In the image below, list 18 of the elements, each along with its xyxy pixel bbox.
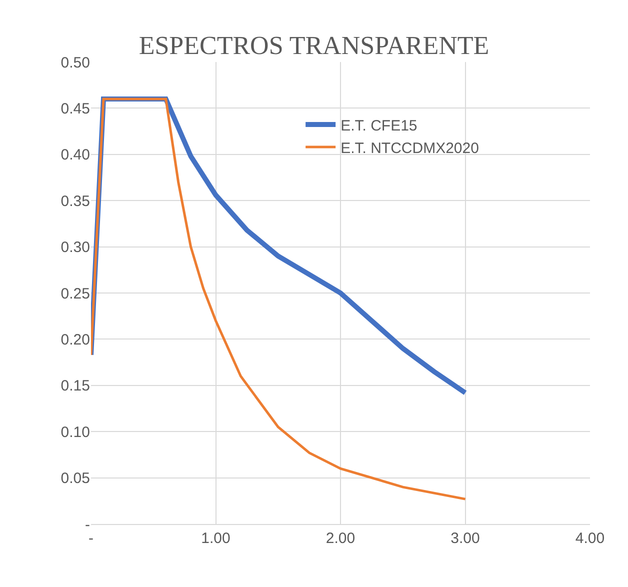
y-tick-label: 0.40: [60, 146, 90, 164]
legend-label: E.T. CFE15: [340, 117, 418, 134]
chart-title: ESPECTROS TRANSPARENTE: [138, 31, 490, 60]
y-tick-label: 0.15: [60, 378, 90, 395]
y-tick-label: 0.30: [60, 239, 90, 256]
y-tick-label: 0.20: [60, 331, 90, 348]
x-tick-label: 2.00: [326, 530, 356, 547]
x-tick-label: 4.00: [575, 530, 605, 547]
y-tick-label: 0.35: [60, 192, 90, 210]
y-tick-label: 0.10: [60, 424, 90, 441]
y-tick-label: 0.05: [60, 470, 90, 488]
y-tick-label: 0.25: [60, 285, 90, 302]
x-tick-label: 1.00: [201, 530, 230, 547]
y-tick-label: 0.50: [60, 54, 90, 72]
x-tick-label: 3.00: [450, 530, 480, 547]
y-tick-label: 0.45: [60, 100, 90, 118]
legend-label: E.T. NTCCDMX2020: [340, 140, 479, 157]
y-tick-label: -: [85, 516, 90, 534]
